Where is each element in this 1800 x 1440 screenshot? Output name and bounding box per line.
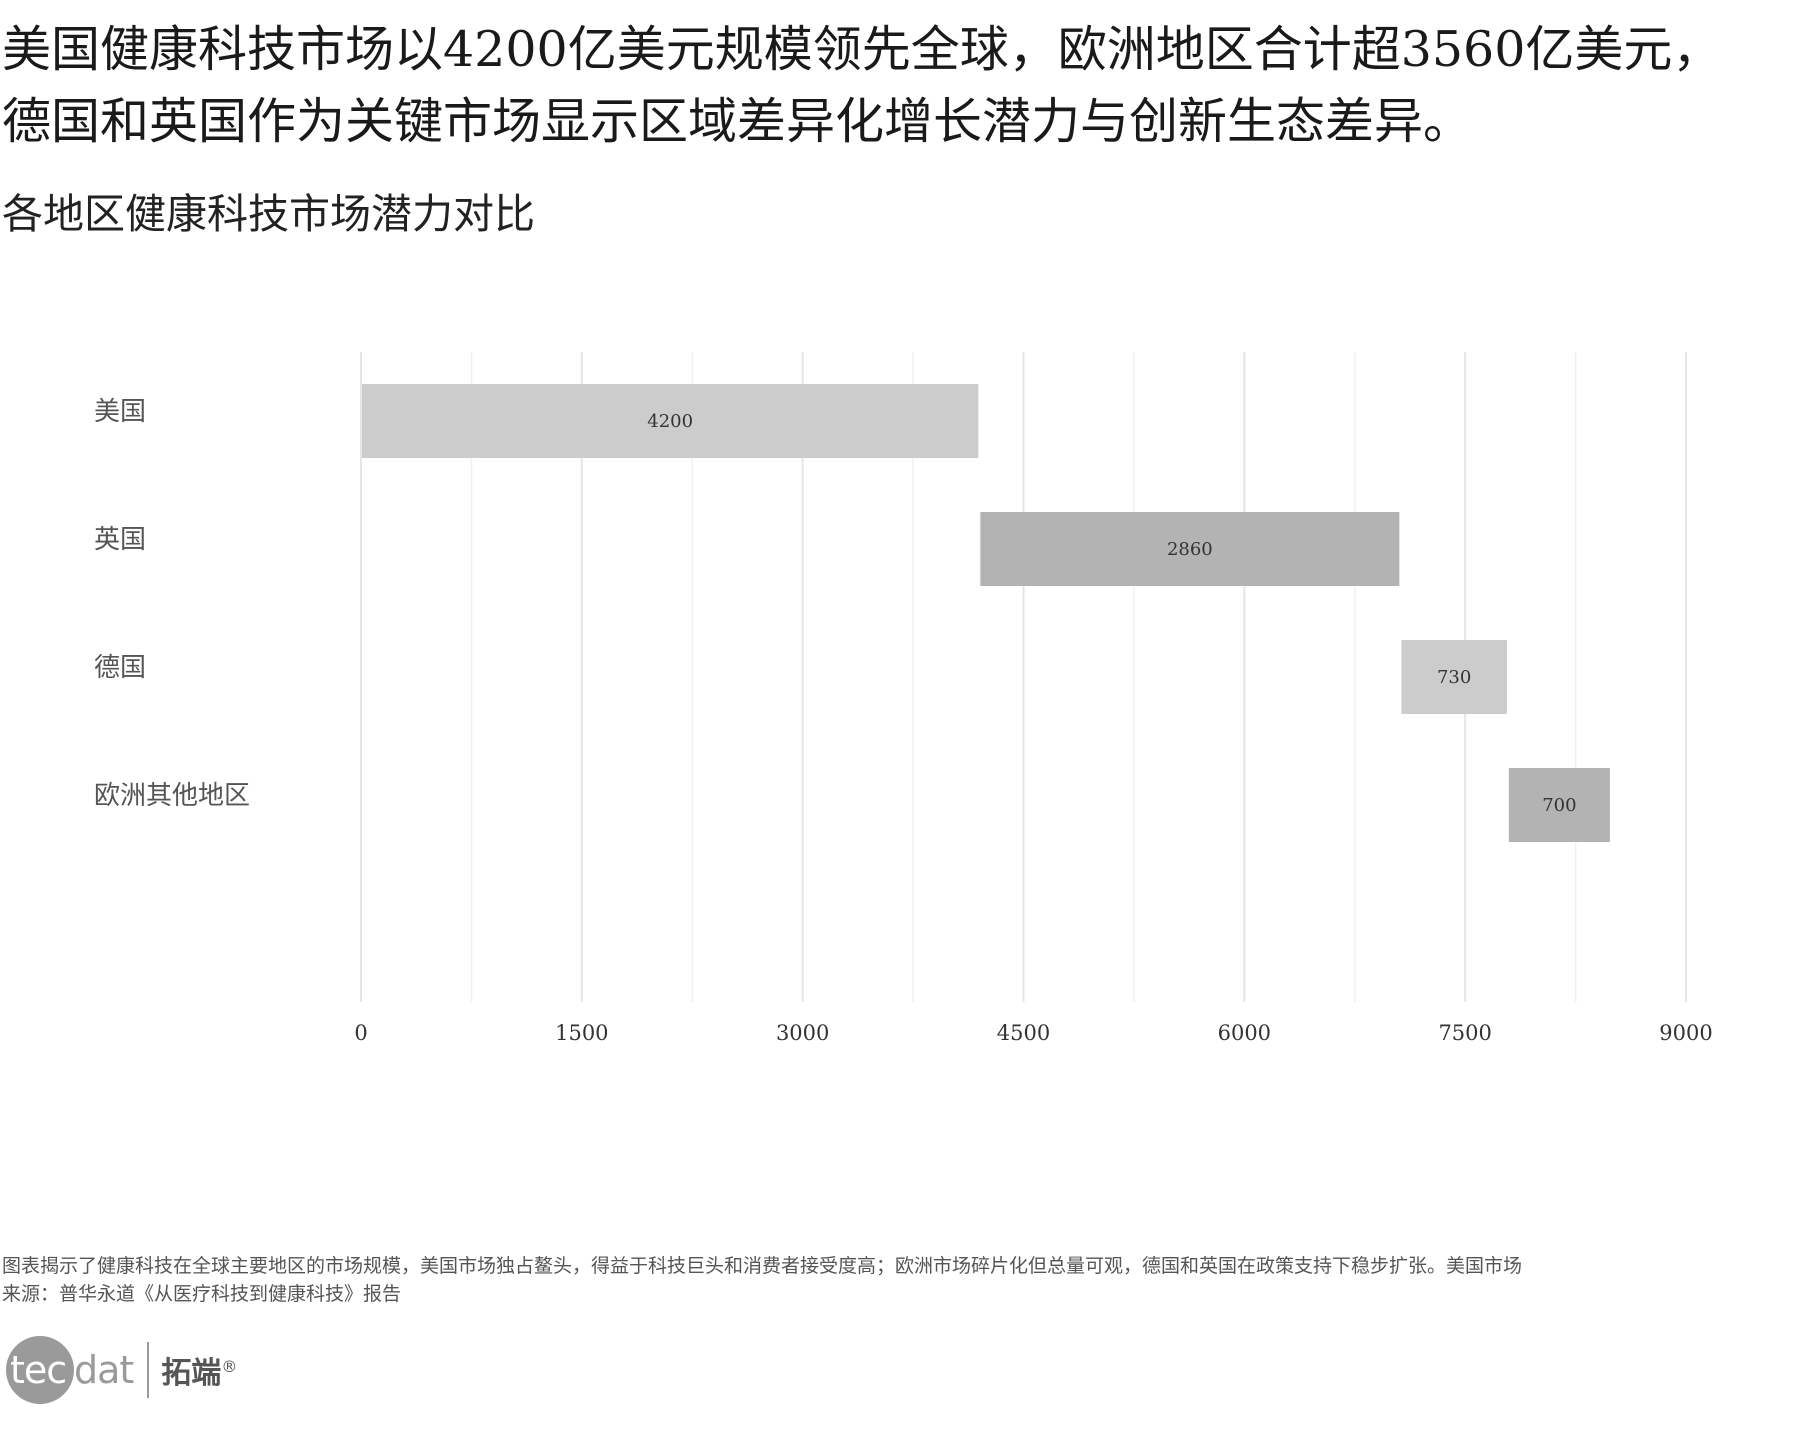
- category-label: 美国: [94, 397, 146, 427]
- x-tick-label: 0: [354, 1021, 367, 1045]
- x-tick-label: 7500: [1438, 1021, 1491, 1045]
- registered-mark: ®: [221, 1357, 238, 1376]
- chart-footnote: 图表揭示了健康科技在全球主要地区的市场规模，美国市场独占鳌头，得益于科技巨头和消…: [2, 1252, 1800, 1308]
- brand-logo: tec dat 拓端®: [6, 1332, 237, 1408]
- footnote-source: 来源：普华永道《从医疗科技到健康科技》报告: [2, 1283, 402, 1305]
- x-tick-label: 6000: [1218, 1021, 1271, 1045]
- category-label: 德国: [94, 653, 146, 683]
- chart-subtitle: 各地区健康科技市场潜力对比: [2, 190, 535, 238]
- logo-divider: [147, 1342, 150, 1398]
- bar-value-label: 4200: [647, 411, 693, 432]
- footnote-description: 图表揭示了健康科技在全球主要地区的市场规模，美国市场独占鳌头，得益于科技巨头和消…: [2, 1255, 1523, 1277]
- bar: [1401, 640, 1507, 714]
- logo-mark-icon: tec: [6, 1336, 74, 1404]
- x-tick-label: 4500: [997, 1021, 1050, 1045]
- bar: [1508, 768, 1610, 842]
- bars: 4200 2860 730 700: [362, 384, 1610, 842]
- grid-lines: [360, 352, 1687, 1002]
- x-tick-label: 3000: [776, 1021, 829, 1045]
- x-tick-label: 1500: [555, 1021, 608, 1045]
- headline-line-1: 美国健康科技市场以4200亿美元规模领先全球，欧洲地区合计超3560亿美元，: [2, 21, 1722, 78]
- bar-value-label: 2860: [1167, 539, 1213, 560]
- x-tick-labels: 0 1500 3000 4500 6000 7500 9000: [354, 1021, 1712, 1045]
- x-tick-label: 9000: [1659, 1021, 1712, 1045]
- logo-cn-text: 拓端: [161, 1356, 222, 1391]
- logo-mark-text: tec: [10, 1348, 67, 1392]
- bar-value-label: 730: [1437, 667, 1471, 688]
- headline-line-2: 德国和英国作为关键市场显示区域差异化增长潜力与创新生态差异。: [2, 93, 1473, 150]
- bar: [980, 512, 1400, 586]
- bar: [362, 384, 979, 458]
- logo-cn-name: 拓端®: [161, 1348, 237, 1392]
- logo-mark-tail: dat: [74, 1348, 134, 1392]
- category-label: 英国: [94, 525, 146, 555]
- chart-headline: 美国健康科技市场以4200亿美元规模领先全球，欧洲地区合计超3560亿美元， 德…: [2, 14, 1800, 158]
- bar-value-label: 700: [1542, 795, 1576, 816]
- category-label: 欧洲其他地区: [94, 781, 250, 811]
